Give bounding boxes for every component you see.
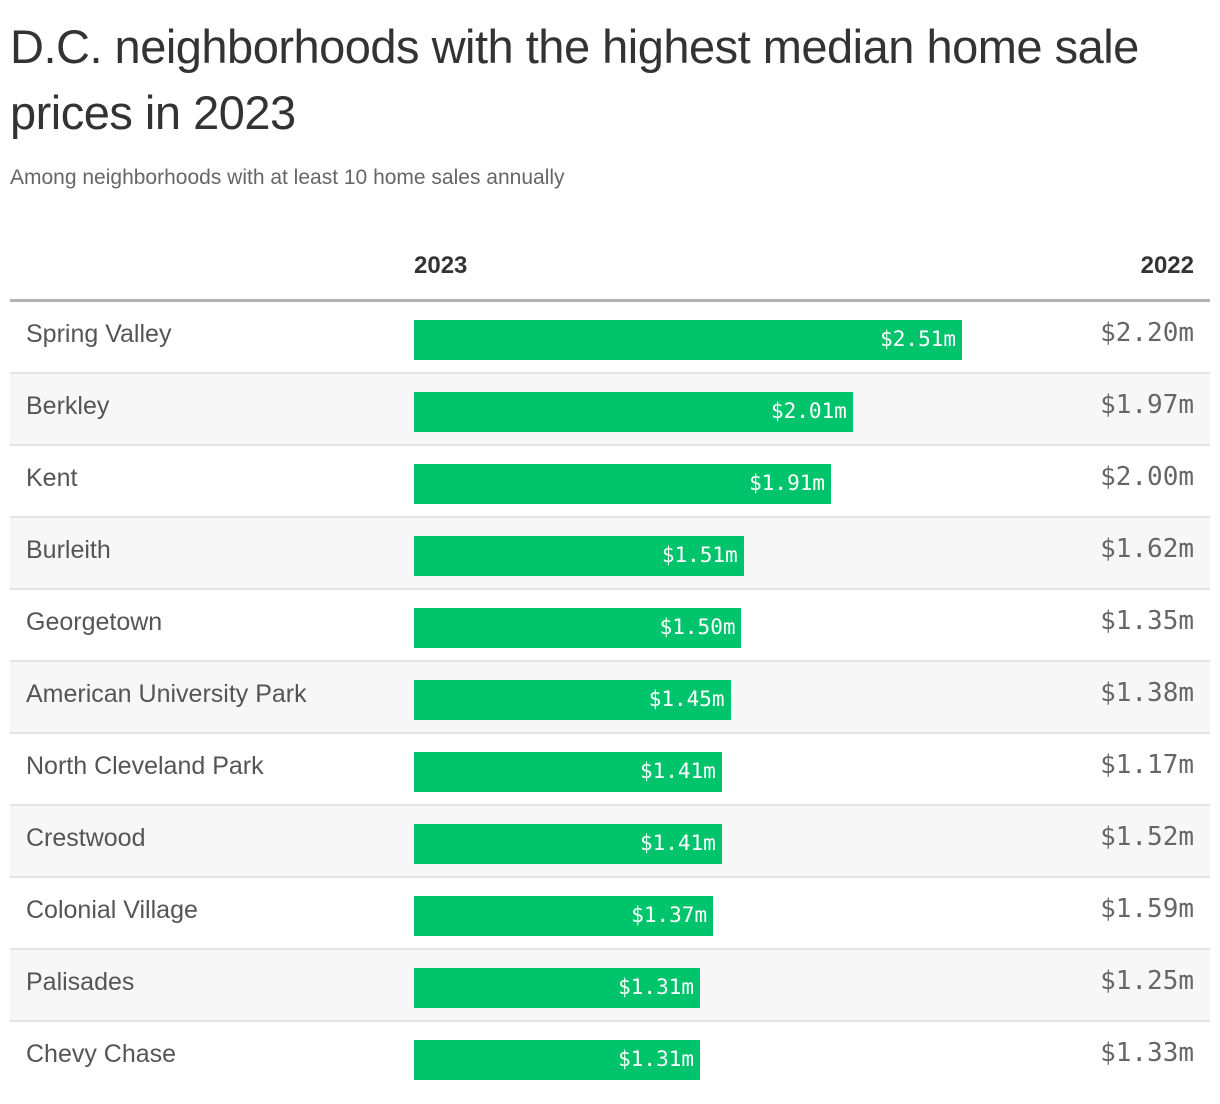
bar-2023: $2.51m xyxy=(414,320,962,360)
bar-2023: $1.31m xyxy=(414,1040,700,1080)
table-row: Kent $1.91m $2.00m xyxy=(10,446,1210,518)
header-divider xyxy=(10,299,1210,302)
bar-2023: $1.31m xyxy=(414,968,700,1008)
value-2022: $1.59m xyxy=(1100,894,1194,924)
bar-label-2023: $1.31m xyxy=(618,975,694,999)
bar-2023: $1.45m xyxy=(414,680,731,720)
table-row: Berkley $2.01m $1.97m xyxy=(10,374,1210,446)
bar-label-2023: $2.51m xyxy=(880,327,956,351)
table-row: Crestwood $1.41m $1.52m xyxy=(10,806,1210,878)
bar-label-2023: $1.50m xyxy=(659,615,736,639)
value-2022: $1.25m xyxy=(1100,966,1194,996)
neighborhood-name: American University Park xyxy=(26,680,307,708)
chart-title: D.C. neighborhoods with the highest medi… xyxy=(10,20,1139,139)
bar-label-2023: $2.01m xyxy=(770,399,847,423)
table-row: American University Park $1.45m $1.38m xyxy=(10,662,1210,734)
value-2022: $1.38m xyxy=(1100,678,1194,708)
bar-label-2023: $1.37m xyxy=(631,903,708,927)
neighborhood-name: Spring Valley xyxy=(26,320,172,348)
bar-2023: $1.91m xyxy=(414,464,831,504)
bar-2023: $1.41m xyxy=(414,824,722,864)
neighborhood-name: Chevy Chase xyxy=(26,1040,177,1068)
chart-subtitle: Among neighborhoods with at least 10 hom… xyxy=(10,166,565,189)
value-2022: $1.17m xyxy=(1100,750,1194,780)
neighborhood-name: Burleith xyxy=(26,536,111,564)
table-row: Spring Valley $2.51m $2.20m xyxy=(10,302,1210,374)
column-header-2022: 2022 xyxy=(1140,252,1194,279)
table-row: Colonial Village $1.37m $1.59m xyxy=(10,878,1210,950)
neighborhood-name: Colonial Village xyxy=(26,896,198,924)
table-row: Palisades $1.31m $1.25m xyxy=(10,950,1210,1022)
column-header-2023: 2023 xyxy=(414,252,468,279)
neighborhood-name: Berkley xyxy=(26,392,110,420)
neighborhood-name: Crestwood xyxy=(26,824,146,852)
bar-label-2023: $1.91m xyxy=(749,471,825,495)
value-2022: $1.97m xyxy=(1100,390,1194,420)
bar-2023: $1.41m xyxy=(414,752,722,792)
value-2022: $2.00m xyxy=(1100,462,1194,492)
bar-label-2023: $1.45m xyxy=(648,687,725,711)
table-row: North Cleveland Park $1.41m $1.17m xyxy=(10,734,1210,806)
bar-2023: $1.50m xyxy=(414,608,742,648)
bar-label-2023: $1.31m xyxy=(618,1047,694,1071)
bar-label-2023: $1.41m xyxy=(639,759,716,783)
neighborhood-name: Palisades xyxy=(26,968,135,996)
value-2022: $1.35m xyxy=(1100,606,1194,636)
value-2022: $1.52m xyxy=(1100,822,1194,852)
bar-label-2023: $1.41m xyxy=(639,831,716,855)
value-2022: $2.20m xyxy=(1100,318,1194,348)
table-row: Georgetown $1.50m $1.35m xyxy=(10,590,1210,662)
chart-rows: Spring Valley $2.51m $2.20m Berkley $2.01m $1… xyxy=(10,302,1210,1092)
bar-2023: $2.01m xyxy=(414,392,853,432)
bar-2023: $1.37m xyxy=(414,896,714,936)
neighborhood-name: Kent xyxy=(26,464,78,492)
table-row: Chevy Chase $1.31m $1.33m xyxy=(10,1022,1210,1092)
neighborhood-name: Georgetown xyxy=(26,608,163,636)
neighborhood-name: North Cleveland Park xyxy=(26,752,264,780)
bar-label-2023: $1.51m xyxy=(661,543,738,567)
bar-2023: $1.51m xyxy=(414,536,744,576)
value-2022: $1.33m xyxy=(1100,1038,1194,1068)
table-row: Burleith $1.51m $1.62m xyxy=(10,518,1210,590)
value-2022: $1.62m xyxy=(1100,534,1194,564)
